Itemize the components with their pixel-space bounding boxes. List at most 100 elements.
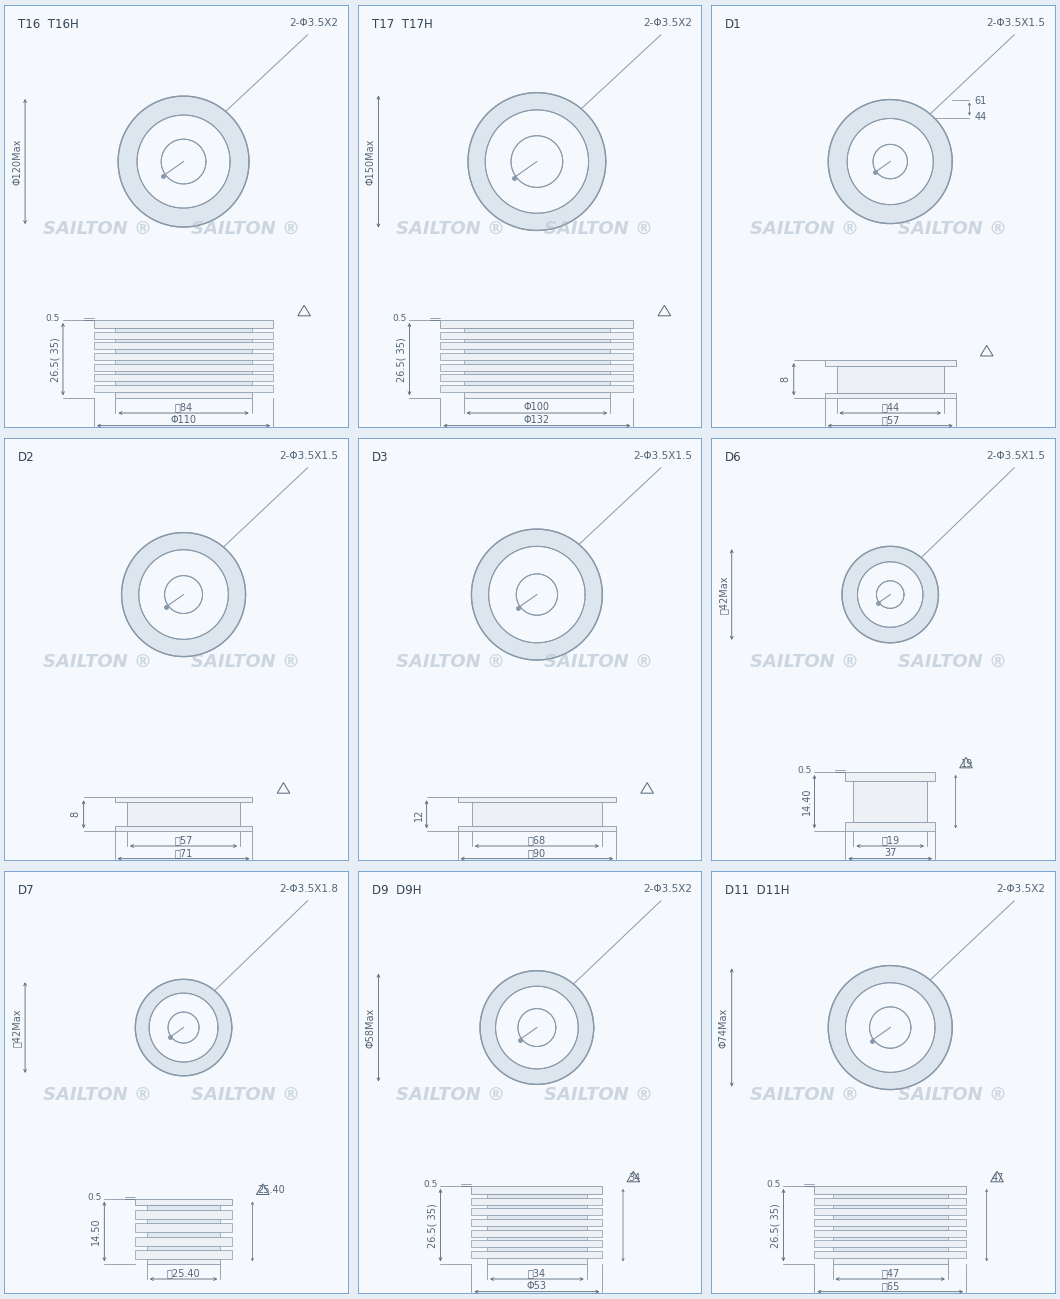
Bar: [488, 1257, 586, 1264]
Bar: [472, 1198, 602, 1204]
Wedge shape: [472, 529, 602, 660]
Text: Φ100: Φ100: [524, 401, 550, 412]
Text: 14.40: 14.40: [801, 788, 812, 816]
Text: SAILTON ®: SAILTON ®: [898, 220, 1007, 238]
Bar: [472, 1186, 602, 1194]
Wedge shape: [122, 533, 246, 656]
Bar: [458, 826, 616, 831]
Wedge shape: [828, 965, 952, 1090]
Text: SAILTON ®: SAILTON ®: [749, 1086, 859, 1104]
Text: D6: D6: [725, 451, 742, 464]
Bar: [116, 370, 251, 374]
Text: 2-Φ3.5X1.5: 2-Φ3.5X1.5: [986, 451, 1045, 461]
Text: ΢25.40: ΢25.40: [166, 1268, 200, 1278]
Text: 2-Φ3.5X2: 2-Φ3.5X2: [643, 18, 692, 27]
Bar: [488, 1226, 586, 1230]
Text: SAILTON ®: SAILTON ®: [749, 220, 859, 238]
Bar: [472, 1208, 602, 1216]
Bar: [136, 1250, 232, 1259]
Text: ΢42Max: ΢42Max: [719, 575, 729, 614]
Bar: [94, 320, 273, 327]
Bar: [116, 339, 251, 342]
Text: ΢42Max: ΢42Max: [12, 1008, 22, 1047]
Bar: [846, 772, 935, 781]
Bar: [94, 374, 273, 382]
Text: SAILTON ®: SAILTON ®: [749, 653, 859, 672]
Bar: [94, 331, 273, 339]
Text: D2: D2: [18, 451, 35, 464]
Text: Φ58Max: Φ58Max: [366, 1008, 375, 1048]
Bar: [136, 1199, 232, 1205]
Bar: [472, 1218, 602, 1226]
Bar: [463, 327, 611, 331]
Text: 14.50: 14.50: [91, 1217, 102, 1246]
Text: 26.5( 35): 26.5( 35): [771, 1203, 780, 1247]
Wedge shape: [828, 100, 952, 223]
Text: Φ132: Φ132: [524, 414, 550, 425]
Text: D9  D9H: D9 D9H: [371, 883, 421, 896]
Bar: [147, 1246, 220, 1250]
Bar: [832, 1204, 948, 1208]
Wedge shape: [467, 92, 606, 230]
Text: 2-Φ3.5X1.5: 2-Φ3.5X1.5: [280, 451, 338, 461]
Text: ΢71: ΢71: [175, 848, 193, 857]
Bar: [814, 1218, 966, 1226]
Bar: [127, 803, 240, 826]
Text: SAILTON ®: SAILTON ®: [42, 653, 152, 672]
Wedge shape: [480, 970, 594, 1085]
Text: 12: 12: [413, 808, 424, 821]
Bar: [440, 353, 634, 360]
Text: ΢57: ΢57: [881, 414, 900, 425]
Text: ΢34: ΢34: [528, 1268, 546, 1278]
Wedge shape: [118, 96, 249, 227]
Text: SAILTON ®: SAILTON ®: [396, 1086, 506, 1104]
Text: SAILTON ®: SAILTON ®: [42, 1086, 152, 1104]
Bar: [832, 1226, 948, 1230]
Bar: [463, 382, 611, 385]
Bar: [472, 1251, 602, 1257]
Text: 37: 37: [884, 848, 897, 857]
Text: 61: 61: [974, 96, 987, 107]
Bar: [814, 1208, 966, 1216]
Wedge shape: [842, 547, 938, 643]
Text: SAILTON ®: SAILTON ®: [396, 220, 506, 238]
Bar: [114, 826, 252, 831]
Bar: [440, 331, 634, 339]
Bar: [147, 1218, 220, 1224]
Bar: [116, 327, 251, 331]
Text: D7: D7: [18, 883, 35, 896]
Text: 0.5: 0.5: [46, 314, 60, 323]
Text: SAILTON ®: SAILTON ®: [42, 220, 152, 238]
Text: ΢68: ΢68: [528, 835, 546, 846]
Text: SAILTON ®: SAILTON ®: [545, 220, 653, 238]
Bar: [488, 1194, 586, 1198]
Bar: [825, 360, 956, 366]
Bar: [836, 366, 943, 392]
Bar: [136, 1224, 232, 1233]
Bar: [488, 1237, 586, 1241]
Text: 2-Φ3.5X2: 2-Φ3.5X2: [643, 883, 692, 894]
Text: 0.5: 0.5: [766, 1181, 780, 1190]
Bar: [136, 1209, 232, 1218]
Bar: [825, 392, 956, 399]
Text: SAILTON ®: SAILTON ®: [191, 653, 300, 672]
Bar: [440, 320, 634, 327]
Text: SAILTON ®: SAILTON ®: [191, 1086, 300, 1104]
Text: 0.5: 0.5: [423, 1181, 438, 1190]
Bar: [463, 349, 611, 353]
Bar: [116, 382, 251, 385]
Text: D11  D11H: D11 D11H: [725, 883, 790, 896]
Text: 2-Φ3.5X1.5: 2-Φ3.5X1.5: [633, 451, 692, 461]
Bar: [114, 798, 252, 803]
Text: 26.5( 35): 26.5( 35): [50, 336, 60, 382]
Text: 44: 44: [974, 112, 987, 122]
Bar: [147, 1233, 220, 1237]
Text: 26.5( 35): 26.5( 35): [427, 1203, 438, 1247]
Bar: [814, 1186, 966, 1194]
Text: ΢57: ΢57: [174, 835, 193, 846]
Text: Φ120Max: Φ120Max: [12, 139, 22, 184]
Bar: [853, 781, 926, 822]
Text: 19: 19: [960, 759, 973, 769]
Bar: [94, 342, 273, 349]
Text: 2-Φ3.5X2: 2-Φ3.5X2: [289, 18, 338, 27]
